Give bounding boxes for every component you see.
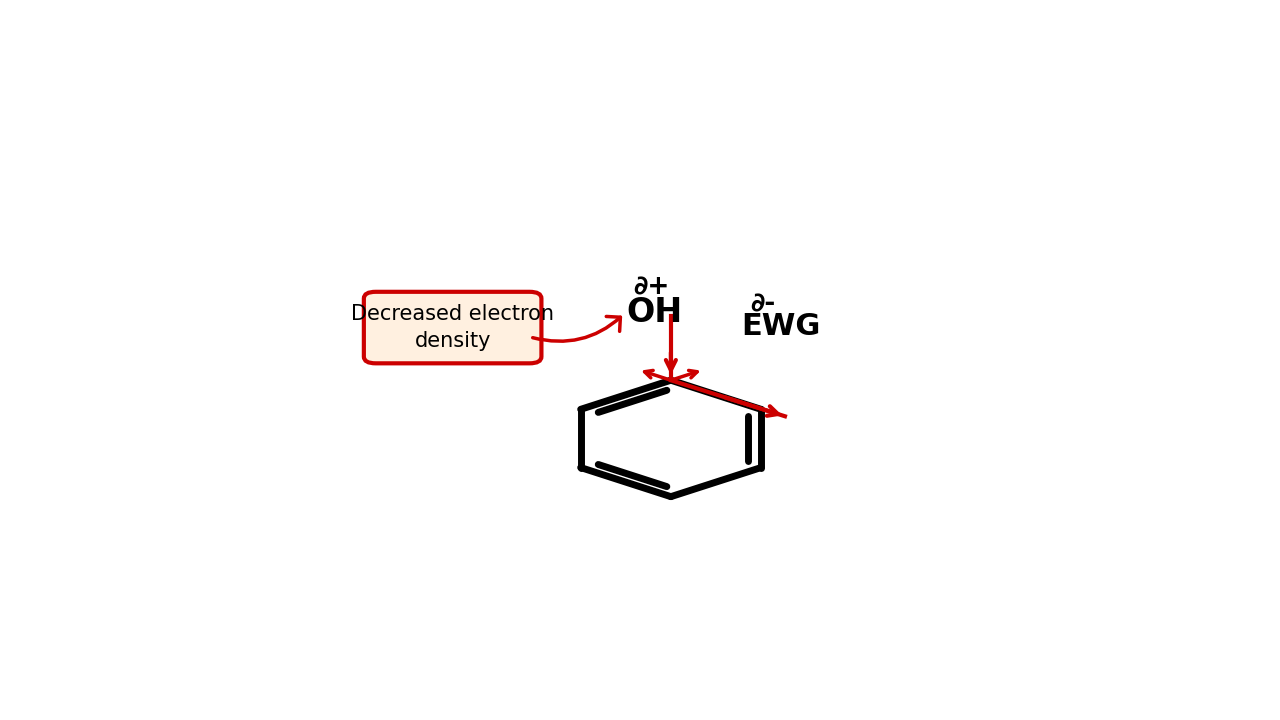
FancyBboxPatch shape [364, 292, 541, 364]
Text: EWG: EWG [741, 312, 820, 341]
Text: ∂-: ∂- [750, 292, 776, 318]
Text: Decreased electron
density: Decreased electron density [351, 305, 554, 351]
FancyArrowPatch shape [532, 317, 621, 341]
Text: ∂+: ∂+ [632, 274, 669, 300]
Text: OH: OH [626, 296, 682, 329]
